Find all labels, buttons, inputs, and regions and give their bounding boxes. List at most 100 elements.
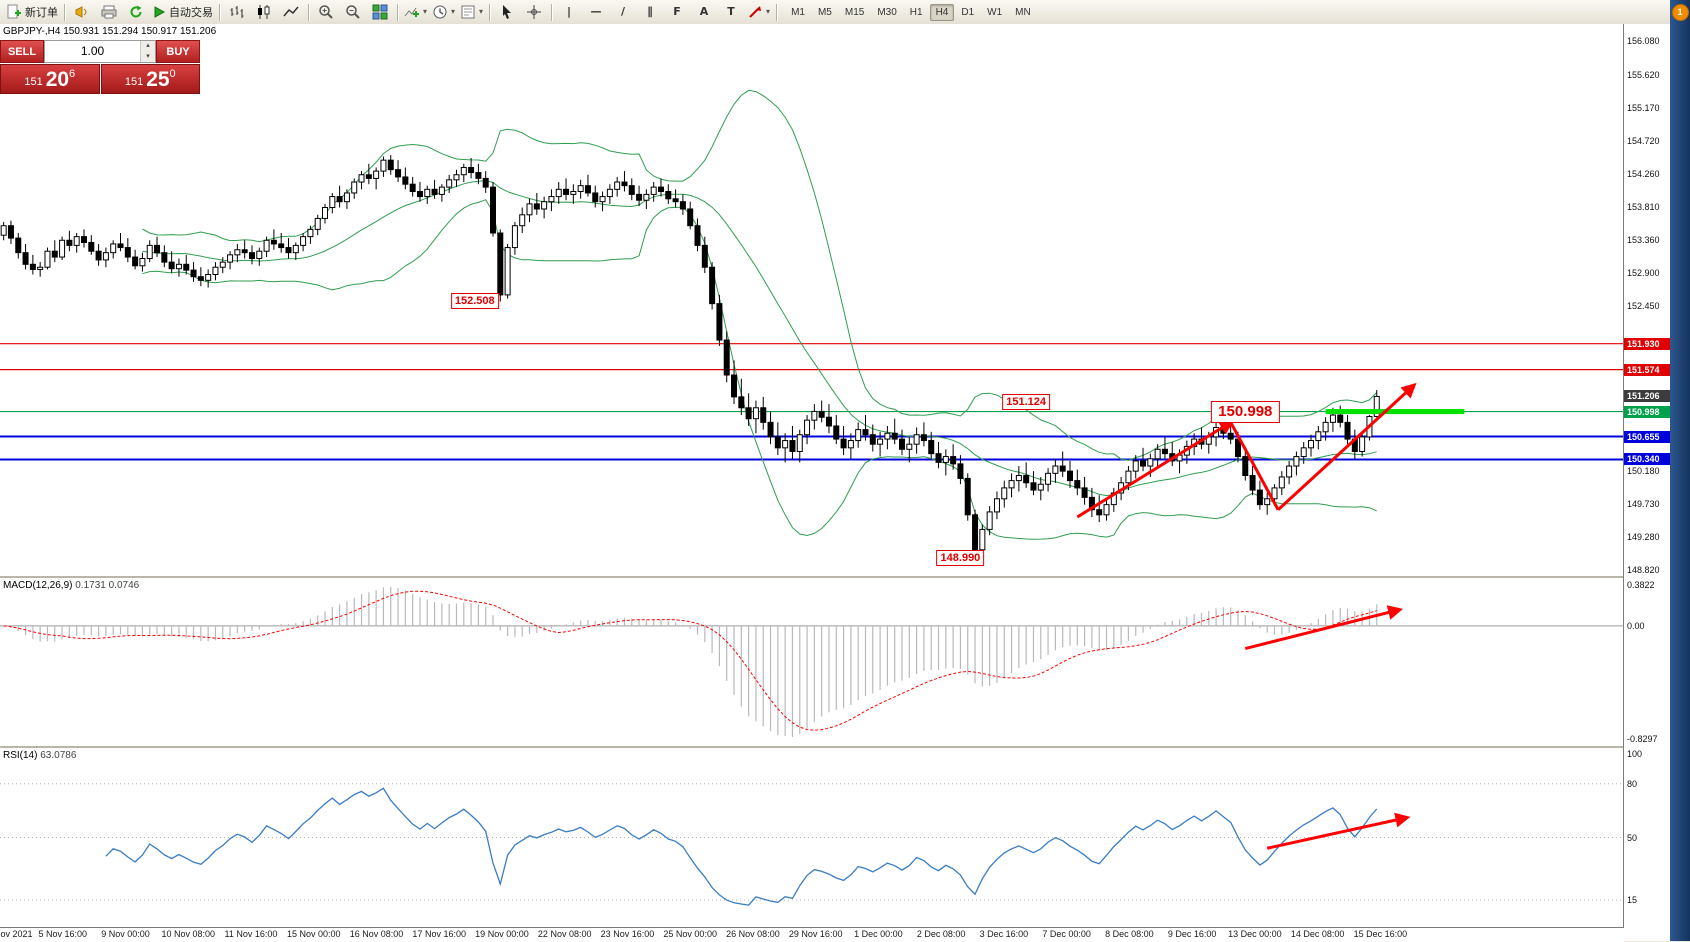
- separator: [776, 4, 777, 21]
- clock-icon: [432, 4, 448, 20]
- separator: [397, 4, 398, 21]
- channel-icon: ∥: [647, 4, 653, 20]
- volume-stepper: ▴ ▾: [140, 41, 155, 62]
- price-tick-label: 152.450: [1627, 301, 1660, 311]
- notification-badge[interactable]: 1: [1672, 4, 1689, 21]
- time-label: 5 Nov 16:00: [38, 929, 87, 939]
- macd-canvas[interactable]: [0, 578, 1624, 746]
- timeframe-w1-button[interactable]: W1: [981, 4, 1008, 21]
- price-level-label[interactable]: 151.206: [1624, 390, 1670, 402]
- text-tool-button[interactable]: A: [691, 2, 717, 22]
- macd-main-value: 0.1731: [75, 580, 106, 591]
- timeframe-d1-button[interactable]: D1: [955, 4, 980, 21]
- price-level-label[interactable]: 150.655: [1624, 431, 1670, 443]
- candlestick-icon: [256, 4, 272, 20]
- dropdown-caret-icon[interactable]: ▾: [766, 8, 770, 16]
- zoom-out-icon: [345, 4, 361, 20]
- fibonacci-icon: F: [673, 4, 681, 20]
- volume-down-button[interactable]: ▾: [141, 52, 155, 63]
- dropdown-caret-icon[interactable]: ▾: [451, 8, 455, 16]
- timeframe-h4-button[interactable]: H4: [930, 4, 955, 21]
- autotrading-label: 自动交易: [169, 4, 213, 20]
- horizontal-line-tool-button[interactable]: —: [583, 2, 609, 22]
- rsi-line: [106, 788, 1377, 905]
- separator: [489, 4, 490, 21]
- rsi-canvas[interactable]: [0, 748, 1624, 927]
- trend-arrow[interactable]: [1267, 818, 1406, 848]
- time-label: 9 Dec 16:00: [1168, 929, 1217, 939]
- rsi-scale-label: 80: [1627, 779, 1637, 789]
- price-callout[interactable]: 151.124: [1002, 394, 1050, 410]
- autotrading-button[interactable]: 自动交易: [150, 2, 215, 22]
- tile-windows-button[interactable]: [367, 2, 393, 22]
- volume-input[interactable]: 1.00: [45, 41, 140, 62]
- new-order-icon: [6, 4, 22, 20]
- periods-button[interactable]: ▾: [430, 2, 457, 22]
- timeframe-m5-button[interactable]: M5: [812, 4, 838, 21]
- alerts-button[interactable]: [69, 2, 95, 22]
- ask-figure: 151: [125, 75, 143, 90]
- indicators-button[interactable]: ▾: [402, 2, 429, 22]
- time-label: 25 Nov 00:00: [663, 929, 717, 939]
- label-tool-button[interactable]: T: [718, 2, 744, 22]
- refresh-button[interactable]: [123, 2, 149, 22]
- print-button[interactable]: [96, 2, 122, 22]
- vertical-line-tool-button[interactable]: |: [556, 2, 582, 22]
- rsi-pane[interactable]: RSI(14) 63.0786: [0, 748, 1624, 927]
- bar-chart-icon: [229, 4, 245, 20]
- timeframe-m30-button[interactable]: M30: [871, 4, 902, 21]
- arrow-tool-icon: [747, 4, 763, 20]
- arrows-tool-button[interactable]: ▾: [745, 2, 772, 22]
- channel-tool-button[interactable]: ∥: [637, 2, 663, 22]
- trend-arrow[interactable]: [1278, 386, 1413, 510]
- price-chart-canvas[interactable]: [0, 24, 1624, 576]
- new-order-button[interactable]: 新订单: [4, 2, 60, 22]
- dropdown-caret-icon[interactable]: ▾: [479, 8, 483, 16]
- volume-up-button[interactable]: ▴: [141, 41, 155, 52]
- time-label: 1 Dec 00:00: [854, 929, 903, 939]
- support-highlight-segment[interactable]: [1326, 409, 1465, 414]
- price-level-label[interactable]: 150.998: [1624, 406, 1670, 418]
- templates-button[interactable]: ▾: [458, 2, 485, 22]
- price-callout[interactable]: 148.990: [937, 550, 985, 566]
- trendline-tool-button[interactable]: /: [610, 2, 636, 22]
- price-tick-label: 149.280: [1627, 532, 1660, 542]
- volume-box: 1.00 ▴ ▾: [44, 40, 156, 63]
- price-callout[interactable]: 150.998: [1211, 401, 1279, 423]
- price-level-label[interactable]: 151.574: [1624, 364, 1670, 376]
- timeframe-m1-button[interactable]: M1: [785, 4, 811, 21]
- macd-signal-value: 0.0746: [109, 580, 140, 591]
- time-label: 11 Nov 16:00: [225, 929, 278, 939]
- price-tick-label: 155.170: [1627, 103, 1660, 113]
- ask-point: 0: [170, 69, 176, 80]
- sell-button[interactable]: SELL: [0, 40, 44, 63]
- line-chart-button[interactable]: [278, 2, 304, 22]
- trend-arrow[interactable]: [1231, 422, 1278, 509]
- buy-button[interactable]: BUY: [156, 40, 200, 63]
- fibonacci-tool-button[interactable]: F: [664, 2, 690, 22]
- price-level-label[interactable]: 151.930: [1624, 338, 1670, 350]
- timeframe-m15-button[interactable]: M15: [839, 4, 870, 21]
- timeframe-mn-button[interactable]: MN: [1009, 4, 1037, 21]
- price-callout[interactable]: 152.508: [451, 293, 499, 309]
- zoom-in-button[interactable]: [313, 2, 339, 22]
- timeframe-h1-button[interactable]: H1: [904, 4, 929, 21]
- zoom-out-button[interactable]: [340, 2, 366, 22]
- macd-pane[interactable]: MACD(12,26,9) 0.1731 0.0746: [0, 578, 1624, 746]
- bar-chart-button[interactable]: [224, 2, 250, 22]
- macd-scale-label: 0.3822: [1627, 580, 1655, 590]
- dropdown-caret-icon[interactable]: ▾: [423, 8, 427, 16]
- cursor-button[interactable]: [494, 2, 520, 22]
- macd-histogram: [4, 587, 1377, 737]
- text-tool-icon: A: [700, 4, 709, 20]
- price-pane[interactable]: GBPJPY-,H4 150.931 151.294 150.917 151.2…: [0, 24, 1624, 576]
- crosshair-button[interactable]: [521, 2, 547, 22]
- candlestick-chart-button[interactable]: [251, 2, 277, 22]
- rsi-scale-label: 15: [1627, 895, 1637, 905]
- price-tick-label: 155.620: [1627, 70, 1660, 80]
- price-level-label[interactable]: 150.340: [1624, 453, 1670, 465]
